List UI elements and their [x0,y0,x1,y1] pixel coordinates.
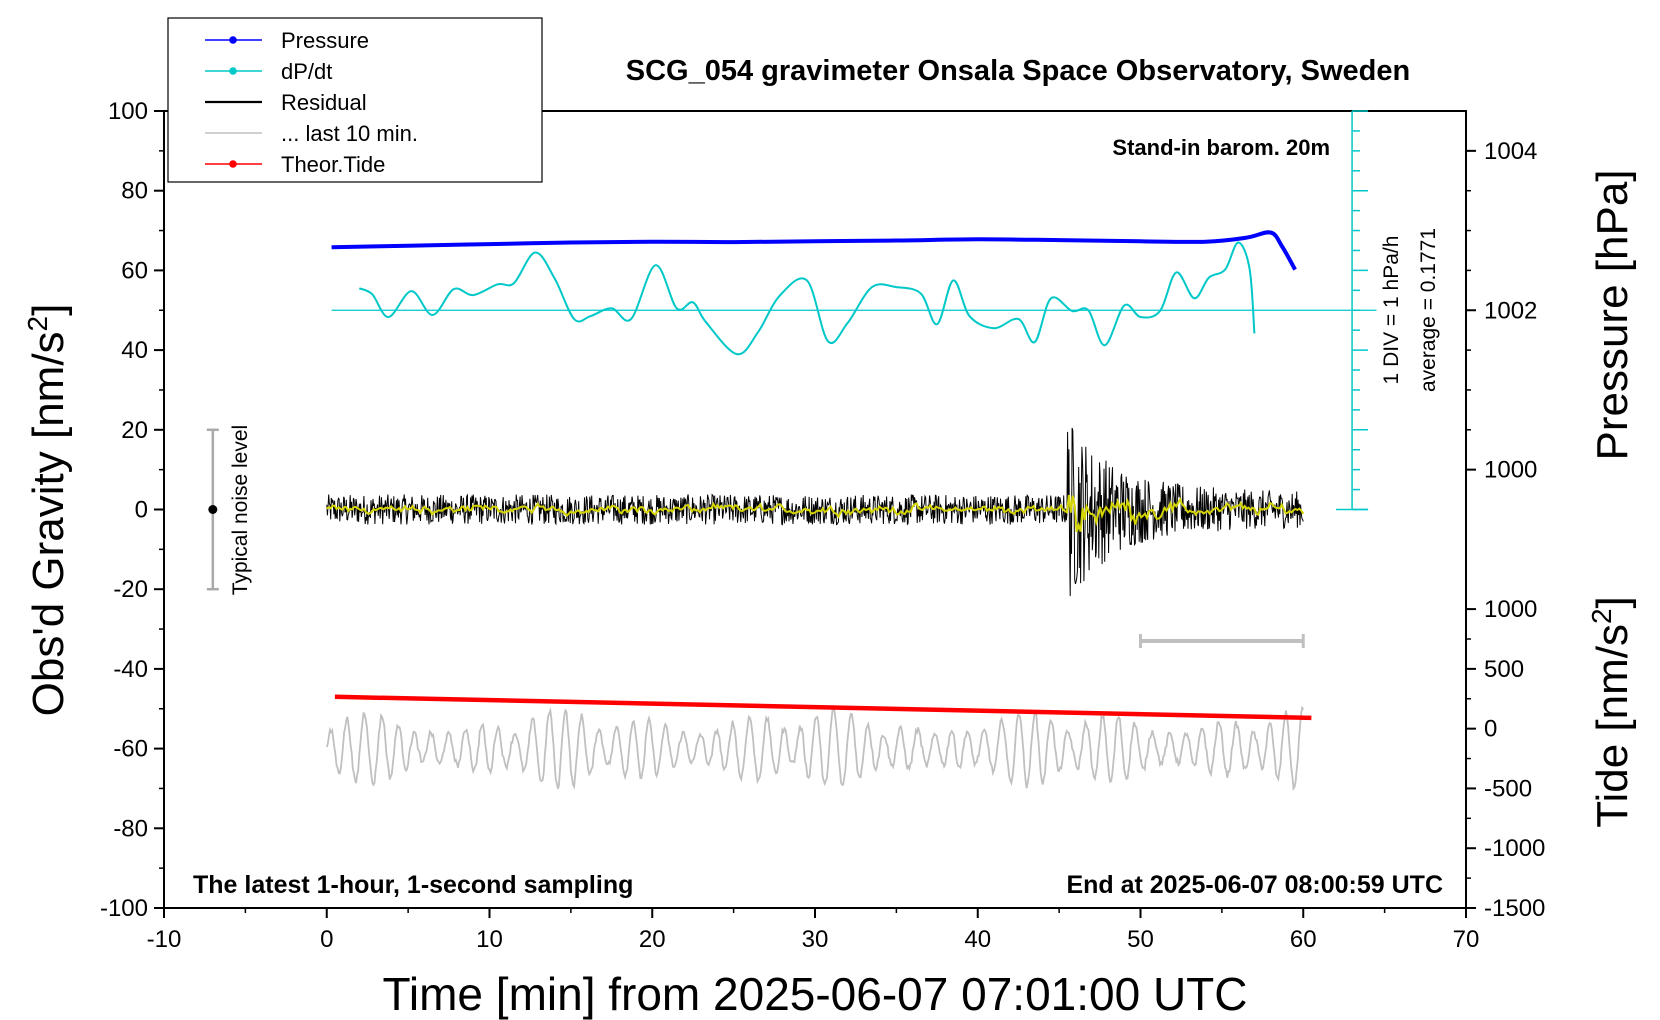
x-tick-label-10: 10 [476,926,503,953]
y-axis-right-pressure-label: Pressure [hPa] [1588,169,1637,460]
noise-bar-center [208,505,218,514]
tide-tick-label-500: 500 [1484,656,1524,683]
x-tick-label-70: 70 [1453,926,1480,953]
y-tick-label--100: -100 [100,895,148,922]
y-tick-label-80: 80 [121,178,148,205]
y-axis-right-tide-label: Tide [nm/s2] [1586,596,1637,828]
y-tick-label-60: 60 [121,257,148,284]
legend: Pressure dP/dt Residual ... last 10 min. The… [167,17,543,183]
y-tick-label--80: -80 [113,815,148,842]
x-tick-label-40: 40 [964,926,991,953]
tide-tick-label--1500: -1500 [1484,895,1545,922]
end-note: End at 2025-06-07 08:00:59 UTC [1066,871,1443,899]
chart-title: SCG_054 gravimeter Onsala Space Observat… [626,55,1410,87]
pressure-series-line [331,230,1297,271]
tide-series-line [334,694,1312,721]
tide-tick-label--1000: -1000 [1484,835,1545,862]
x-tick-label-60: 60 [1290,926,1317,953]
residual-smoothed-line [326,494,1305,533]
y-tick-label--60: -60 [113,736,148,763]
tide-tick-label--500: -500 [1484,775,1532,802]
residual-series-line [326,427,1304,597]
legend-marker-1 [229,67,237,75]
legend-label-0: Pressure [281,28,369,53]
latest-note: The latest 1-hour, 1-second sampling [193,871,633,899]
last10-series-line [325,704,1305,792]
y-left-sup: 2 [22,316,53,332]
y-left-end: ] [24,304,73,316]
x-axis-label: Time [min] from 2025-06-07 07:01:00 UTC [383,968,1248,1020]
legend-label-2: Residual [281,90,367,115]
average-label: average = 0.1771 [1417,228,1440,392]
tide-end: ] [1588,596,1637,608]
div-label: 1 DIV = 1 hPa/h [1380,236,1403,385]
x-tick-label--10: -10 [147,926,182,953]
y-axis-left-label: Obs'd Gravity [nm/s2] [22,304,73,717]
tide-tick-label-1000: 1000 [1484,596,1537,623]
tide-tick-label-0: 0 [1484,716,1497,743]
legend-label-3: ... last 10 min. [281,121,418,146]
legend-marker-0 [229,36,237,44]
x-tick-label-0: 0 [320,926,333,953]
legend-label-1: dP/dt [281,59,332,84]
x-tick-label-20: 20 [639,926,666,953]
legend-box [167,17,543,183]
y-left-main: Obs'd Gravity [nm/s [24,331,73,716]
axis-ticks: -10 0 10 20 30 40 50 60 70-100-80-60-40-20020406… [100,98,1545,953]
y-tick-label-0: 0 [135,497,148,524]
legend-label-4: Theor.Tide [281,152,385,177]
x-tick-label-30: 30 [802,926,829,953]
series-layer [206,110,1377,792]
y-tick-label-40: 40 [121,337,148,364]
y-tick-label-100: 100 [108,98,148,125]
y-tick-label--20: -20 [113,576,148,603]
y-tick-label-20: 20 [121,417,148,444]
pressure-tick-label-1002: 1002 [1484,297,1537,324]
noise-label: Typical noise level [229,425,252,595]
y-tick-label--40: -40 [113,656,148,683]
tide-main: Tide [nm/s [1588,624,1637,828]
x-tick-label-50: 50 [1127,926,1154,953]
tide-sup: 2 [1586,608,1617,624]
pressure-tick-label-1000: 1000 [1484,457,1537,484]
barometer-note: Stand-in barom. 20m [1112,135,1330,160]
dpdt-series-line [358,241,1256,356]
legend-marker-4 [229,160,237,168]
pressure-tick-label-1004: 1004 [1484,138,1537,165]
